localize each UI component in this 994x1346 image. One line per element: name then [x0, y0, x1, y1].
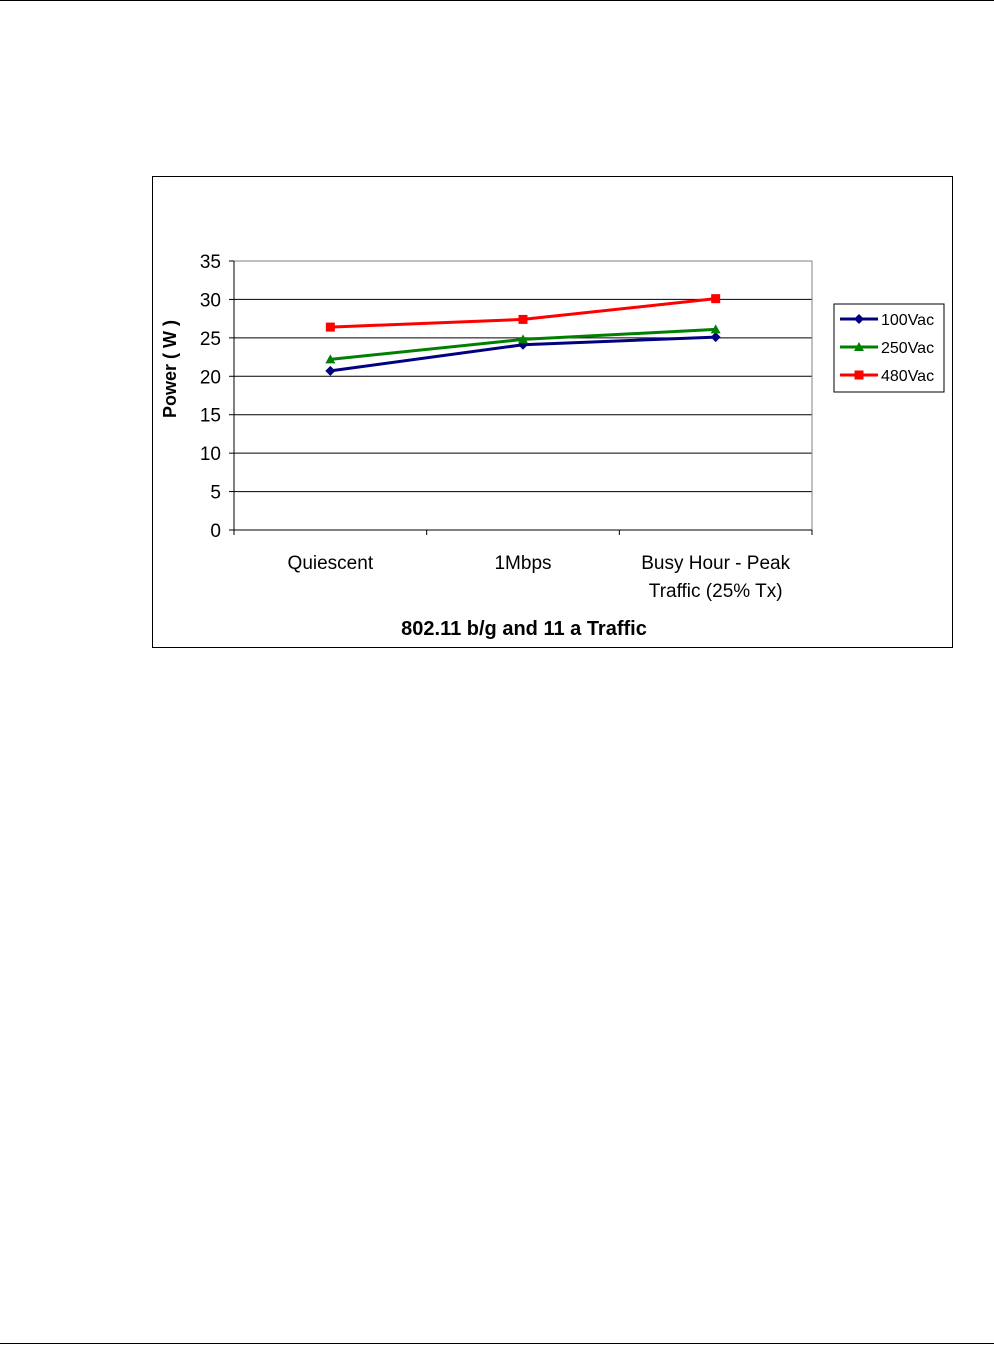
y-tick-labels: 0 5 10 15 20 25 30 35	[200, 252, 221, 542]
data-point-square	[518, 314, 528, 324]
gridlines	[234, 260, 812, 493]
chart-frame: 0 5 10 15 20 25 30 35 Quiescent 1Mbps Busy Hour -…	[152, 176, 953, 648]
line-chart: 0 5 10 15 20 25 30 35 Quiescent 1Mbps Busy Hour -…	[160, 252, 945, 640]
y-axis-label: Power ( W )	[160, 320, 180, 418]
data-point-diamond	[854, 314, 864, 324]
data-point-square	[854, 370, 864, 380]
axes	[229, 260, 813, 535]
data-point-triangle	[518, 334, 528, 344]
y-tick-label: 35	[200, 252, 221, 273]
data-point-triangle	[325, 354, 336, 364]
y-tick-label: 0	[210, 521, 221, 542]
y-tick-label: 15	[200, 406, 221, 427]
legend: 100Vac 250Vac 480Vac	[833, 303, 945, 393]
x-tick-label: 1Mbps	[494, 553, 551, 574]
y-tick-label: 30	[200, 290, 221, 311]
data-point-diamond	[710, 332, 721, 343]
x-tick-labels: Quiescent 1Mbps Busy Hour - Peak Traffic (2…	[288, 553, 791, 602]
page-bottom-rule	[0, 1343, 994, 1344]
x-axis-label: 802.11 b/g and 11 a Traffic	[401, 618, 647, 640]
y-tick-label: 25	[200, 329, 221, 350]
data-point-square	[711, 294, 721, 304]
series-lines	[325, 294, 721, 376]
data-point-square	[325, 322, 335, 332]
data-point-diamond	[325, 365, 336, 376]
y-tick-label: 20	[200, 367, 221, 388]
page-top-rule	[0, 0, 994, 1]
data-point-triangle	[710, 324, 721, 334]
data-point-triangle	[854, 342, 864, 351]
legend-label: 480Vac	[881, 368, 934, 385]
x-tick-label: Busy Hour - Peak Traffic (25% Tx)	[641, 553, 790, 602]
plot-area	[233, 260, 813, 531]
legend-label: 250Vac	[881, 340, 934, 357]
y-tick-label: 5	[210, 483, 221, 504]
x-tick-label: Quiescent	[288, 553, 374, 574]
legend-label: 100Vac	[881, 312, 934, 329]
y-tick-label: 10	[200, 444, 221, 465]
